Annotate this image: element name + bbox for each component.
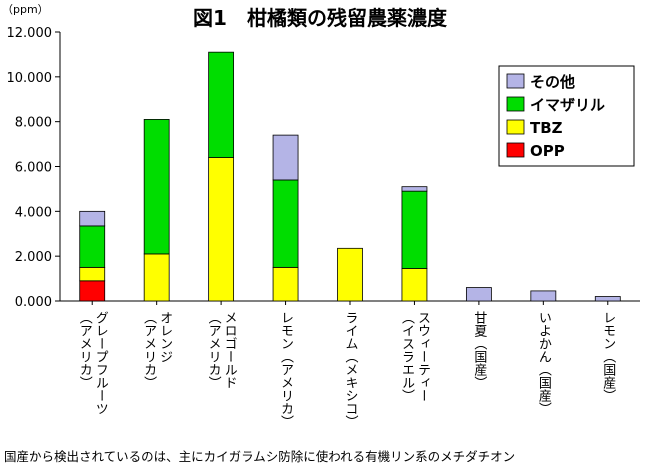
legend-swatch: [506, 119, 525, 135]
x-category-label: いよかん（国産）: [536, 311, 552, 415]
bar-segment: [79, 280, 106, 302]
chart-title: 図1 柑橘類の残留農薬濃度: [193, 6, 448, 30]
x-category-label: グレープフルーツ: [93, 311, 109, 415]
legend-label: TBZ: [530, 119, 563, 137]
bar-segment: [465, 287, 492, 302]
x-category-label: レモン（アメリカ）: [278, 311, 294, 428]
x-category-label: （アメリカ）: [206, 311, 222, 389]
x-category-label: （イスラエル）: [399, 311, 415, 402]
legend-swatch: [506, 142, 525, 158]
bar-segment: [208, 51, 235, 158]
bar-segment: [401, 268, 428, 302]
bar-segment: [272, 134, 299, 181]
y-tick-label: 10.000: [7, 71, 53, 86]
bar-segment: [79, 210, 106, 227]
x-category-label: 甘夏（国産）: [471, 311, 487, 389]
bar-segment: [143, 119, 170, 255]
y-tick-label: 12.000: [7, 26, 53, 41]
plot-area: 0.000 2.000 4.000 6.000 8.000 10.000 12.000 グレー…: [7, 26, 640, 428]
x-category-label: オレンジ: [157, 311, 172, 363]
bar-segment: [530, 290, 557, 302]
footnote: 国産から検出されているのは、主にカイガラムシ防除に使われる有機リン系のメチダチオ…: [4, 449, 515, 464]
bar-segment: [272, 266, 299, 302]
bar-segment: [143, 253, 170, 302]
x-category-label: （アメリカ）: [141, 311, 157, 389]
bar-segment: [401, 190, 428, 269]
y-tick-label: 4.000: [15, 205, 52, 220]
bar-segment: [594, 296, 621, 302]
legend-label: OPP: [530, 142, 565, 160]
bar-segment: [208, 157, 235, 302]
y-tick-label: 6.000: [15, 161, 52, 176]
x-category-label: ライム（メキシコ）: [343, 311, 359, 428]
legend-swatch: [506, 73, 525, 89]
x-category-label: レモン（国産）: [600, 311, 616, 402]
bar-segment: [401, 186, 428, 192]
bar-segment: [272, 179, 299, 268]
x-category-label: （アメリカ）: [77, 311, 93, 389]
legend-swatch: [506, 96, 525, 112]
y-tick-label: 2.000: [15, 250, 52, 265]
bar-segment: [79, 225, 106, 268]
legend-label: イマザリル: [530, 96, 605, 114]
bar-segment: [79, 266, 106, 282]
bar-segment: [337, 247, 363, 302]
x-category-label: メロゴールド: [222, 311, 237, 389]
y-tick-label: 0.000: [15, 295, 52, 310]
legend-label: その他: [530, 73, 575, 91]
x-category-label: スウィーティー: [415, 311, 430, 402]
y-axis-unit: （ppm）: [2, 3, 49, 16]
y-tick-label: 8.000: [15, 116, 52, 131]
